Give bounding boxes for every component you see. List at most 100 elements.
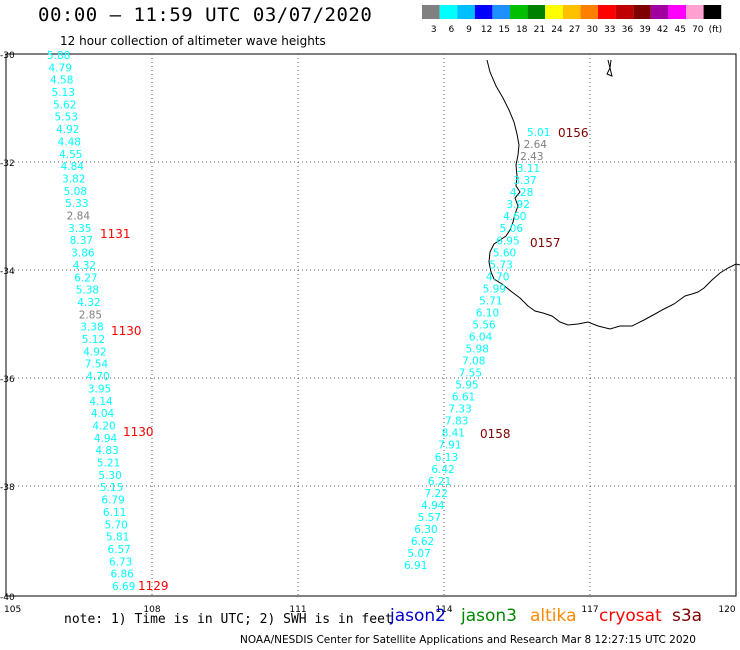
wave-height-value: 6.21 <box>428 476 451 488</box>
wave-height-value: 5.38 <box>76 285 99 297</box>
wave-height-value: 4.55 <box>59 149 82 161</box>
legend-swatch <box>492 5 510 19</box>
wave-height-value: 4.48 <box>58 136 81 148</box>
latitude-tick-label: -30 <box>0 51 15 61</box>
wave-height-value: 3.38 <box>80 322 103 334</box>
wave-height-value: 5.57 <box>418 512 441 524</box>
legend-label: 42 <box>657 25 668 35</box>
wave-height-value: 5.07 <box>407 548 430 560</box>
wave-height-value: 5.06 <box>500 223 524 235</box>
longitude-tick-label: 108 <box>143 605 160 615</box>
pass-time-label: 1130 <box>123 425 154 439</box>
pass-time-label: 1130 <box>111 324 142 338</box>
wave-height-value: 6.79 <box>101 495 124 507</box>
longitude-tick-label: 117 <box>581 605 598 615</box>
satellite-s3a: s3a <box>672 606 703 626</box>
units-note: note: 1) Time is in UTC; 2) SWH is in fe… <box>64 612 393 627</box>
wave-height-value: 6.42 <box>431 464 454 476</box>
pass-time-labels: 1131 1130 1130 1129 0156 0157 0158 <box>100 126 589 593</box>
wave-height-value: 4.20 <box>92 420 115 432</box>
wave-height-value: 6.10 <box>476 307 499 319</box>
wave-height-value: 6.62 <box>411 536 434 548</box>
legend-label: 12 <box>481 25 492 35</box>
wave-height-value: 5.60 <box>493 247 516 259</box>
map-grid <box>5 53 737 597</box>
legend-swatch <box>474 5 493 19</box>
wave-height-value: 5.08 <box>64 186 87 198</box>
wave-height-value: 4.92 <box>56 124 79 136</box>
wave-height-value: 4.92 <box>83 346 106 358</box>
legend-swatch <box>598 5 616 19</box>
legend-label: 27 <box>569 25 580 35</box>
wave-height-value: 4.32 <box>77 297 100 309</box>
wave-height-value: 2.64 <box>524 139 548 151</box>
legend-label: 39 <box>639 25 651 35</box>
wave-height-value: 6.27 <box>74 272 97 284</box>
wave-height-value: 8.37 <box>70 235 93 247</box>
pass-time-label: 1129 <box>138 579 169 593</box>
legend-label: 3 <box>431 25 437 35</box>
wave-height-value: 3.11 <box>517 163 540 175</box>
wave-height-value: 6.91 <box>404 560 427 572</box>
wave-height-value: 7.55 <box>459 368 482 380</box>
wave-height-value: 3.37 <box>513 175 536 187</box>
wave-height-value: 6.11 <box>103 507 126 519</box>
wave-height-value: 4.70 <box>486 271 509 283</box>
wave-height-value: 5.62 <box>53 99 76 111</box>
wave-height-value: 6.04 <box>469 331 493 343</box>
axis-labels: 105 108 111 114 117 120 -30 -32 -34 -36 -38 -40 <box>0 51 736 615</box>
wave-height-value: 5.73 <box>489 259 512 271</box>
wave-height-value: 7.83 <box>445 416 468 428</box>
wave-height-value: 4.94 <box>421 500 445 512</box>
wave-height-value: 6.73 <box>109 556 132 568</box>
legend-label: 6 <box>449 25 455 35</box>
latitude-tick-label: -38 <box>0 483 15 493</box>
wave-height-value: 5.70 <box>104 519 127 531</box>
wave-height-value: 2.85 <box>79 309 102 321</box>
satellite-jason3: jason3 <box>461 606 517 626</box>
wave-height-value: 7.54 <box>85 359 109 371</box>
longitude-tick-label: 114 <box>435 605 452 615</box>
footer-credit: NOAA/NESDIS Center for Satellite Applica… <box>240 634 696 646</box>
wave-height-value: 5.81 <box>106 532 129 544</box>
wave-height-value: 6.61 <box>452 392 475 404</box>
coastline-path <box>486 59 740 330</box>
pass-time-label: 0158 <box>480 427 511 441</box>
wave-height-value: 5.12 <box>82 334 105 346</box>
island-path <box>606 59 613 77</box>
wave-height-value: 2.84 <box>67 211 91 223</box>
latitude-tick-label: -36 <box>0 375 15 385</box>
wave-height-value: 4.60 <box>503 211 526 223</box>
wave-height-value: 6.69 <box>112 581 135 593</box>
legend-swatch <box>633 5 651 19</box>
satellite-cryosat: cryosat <box>599 606 662 626</box>
wave-height-value: 5.33 <box>65 198 88 210</box>
wave-height-value: 6.86 <box>110 569 134 581</box>
wave-height-value: 3.35 <box>68 223 91 235</box>
wave-height-value: 4.94 <box>94 433 118 445</box>
legend-swatch <box>510 5 528 19</box>
wave-height-value: 4.32 <box>73 260 96 272</box>
wave-height-value: 7.22 <box>425 488 448 500</box>
wave-height-value: 6.95 <box>496 235 519 247</box>
legend-swatch <box>650 5 669 19</box>
legend-label: 36 <box>622 25 634 35</box>
latitude-tick-label: -34 <box>0 267 15 277</box>
legend-swatch <box>562 5 581 19</box>
legend-label: 21 <box>534 25 545 35</box>
wave-height-value: 5.01 <box>527 127 550 139</box>
wave-height-value: 6.13 <box>435 452 458 464</box>
satellite-altika: altika <box>530 606 577 626</box>
longitude-tick-label: 111 <box>289 605 306 615</box>
wave-height-value: 4.14 <box>89 396 113 408</box>
wave-height-value: 5.13 <box>52 87 75 99</box>
wave-height-value: 4.79 <box>49 62 72 74</box>
legend-label: 24 <box>551 25 563 35</box>
wave-height-value: 3.95 <box>88 383 111 395</box>
wave-height-value: 3.86 <box>71 248 95 260</box>
legend-swatch <box>545 5 563 19</box>
legend-label: 15 <box>498 25 509 35</box>
pass-time-label: 1131 <box>100 227 131 241</box>
longitude-tick-label: 120 <box>718 605 735 615</box>
